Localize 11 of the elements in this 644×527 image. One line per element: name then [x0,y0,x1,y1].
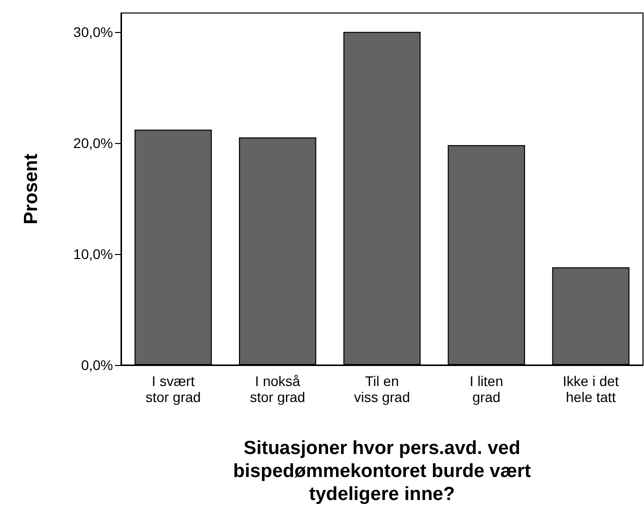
y-tick-label: 10,0% [73,246,113,262]
y-tick-label: 30,0% [73,24,113,40]
x-tick-label: I svært stor grad [146,373,201,405]
x-tick-label: Ikke i det hele tatt [562,373,619,405]
x-axis-title: Situasjoner hvor pers.avd. ved bispedømmekontoret burde vært tydeligere inne? [233,438,532,505]
x-tick-label: I liten grad [470,373,504,405]
y-tick-label: 20,0% [73,134,113,151]
x-tick-label: Til en viss grad [354,373,410,405]
x-tick-label: I nokså stor grad [250,373,306,405]
y-axis-title: Prosent [21,152,42,224]
y-tick-label: 0,0% [81,357,113,373]
